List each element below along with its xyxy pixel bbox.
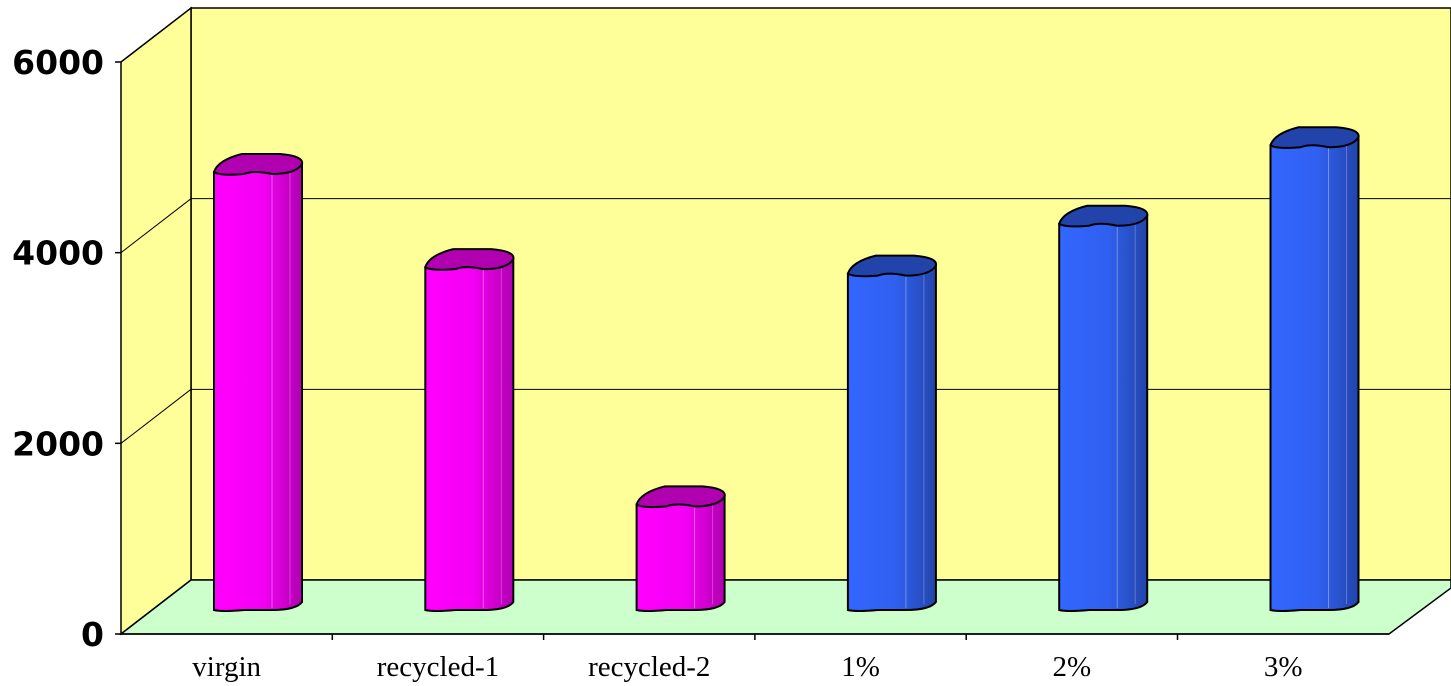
x-category-ticks (331, 634, 1179, 640)
bar-recycled-2 (635, 485, 726, 612)
bar-body (1269, 136, 1360, 612)
x-axis-labels: virgin recycled-1 recycled-2 1% 2% 3% (192, 651, 1302, 683)
bar-body (635, 495, 726, 612)
side-wall (120, 6, 192, 636)
y-axis-labels: 0 2000 4000 6000 (12, 43, 121, 654)
gridline-side (120, 198, 192, 254)
x-tick-label: recycled-2 (588, 651, 710, 683)
bar-top (1269, 126, 1360, 149)
x-tick-label: 3% (1264, 651, 1303, 683)
x-tick-label: 1% (841, 651, 880, 683)
bar-top (635, 485, 726, 509)
y-tick-label: 2000 (12, 424, 104, 463)
gridlines (120, 198, 1451, 444)
floor (118, 579, 1451, 635)
y-tick-label: 6000 (12, 43, 104, 82)
bar-3% (1269, 126, 1360, 612)
gridline-side (120, 388, 192, 444)
y-tick-label: 0 (81, 615, 104, 654)
bar-body (846, 264, 937, 612)
back-wall (190, 7, 1451, 581)
bar-top (424, 248, 515, 271)
bar-top (1058, 204, 1149, 228)
bar-top (212, 153, 304, 176)
x-tick-label: virgin (192, 651, 261, 683)
bar-1% (846, 254, 937, 612)
bar-virgin (212, 153, 304, 612)
bar-recycled-1 (424, 248, 515, 612)
x-tick-label: 2% (1053, 651, 1092, 683)
bar-top (846, 254, 937, 278)
bar-2% (1058, 204, 1149, 612)
y-tick-label: 4000 (12, 234, 104, 273)
bars (212, 126, 1360, 612)
bar-body (1058, 214, 1149, 612)
bar-body (424, 258, 515, 612)
x-tick-label: recycled-1 (377, 651, 499, 683)
bar-body (213, 162, 303, 612)
